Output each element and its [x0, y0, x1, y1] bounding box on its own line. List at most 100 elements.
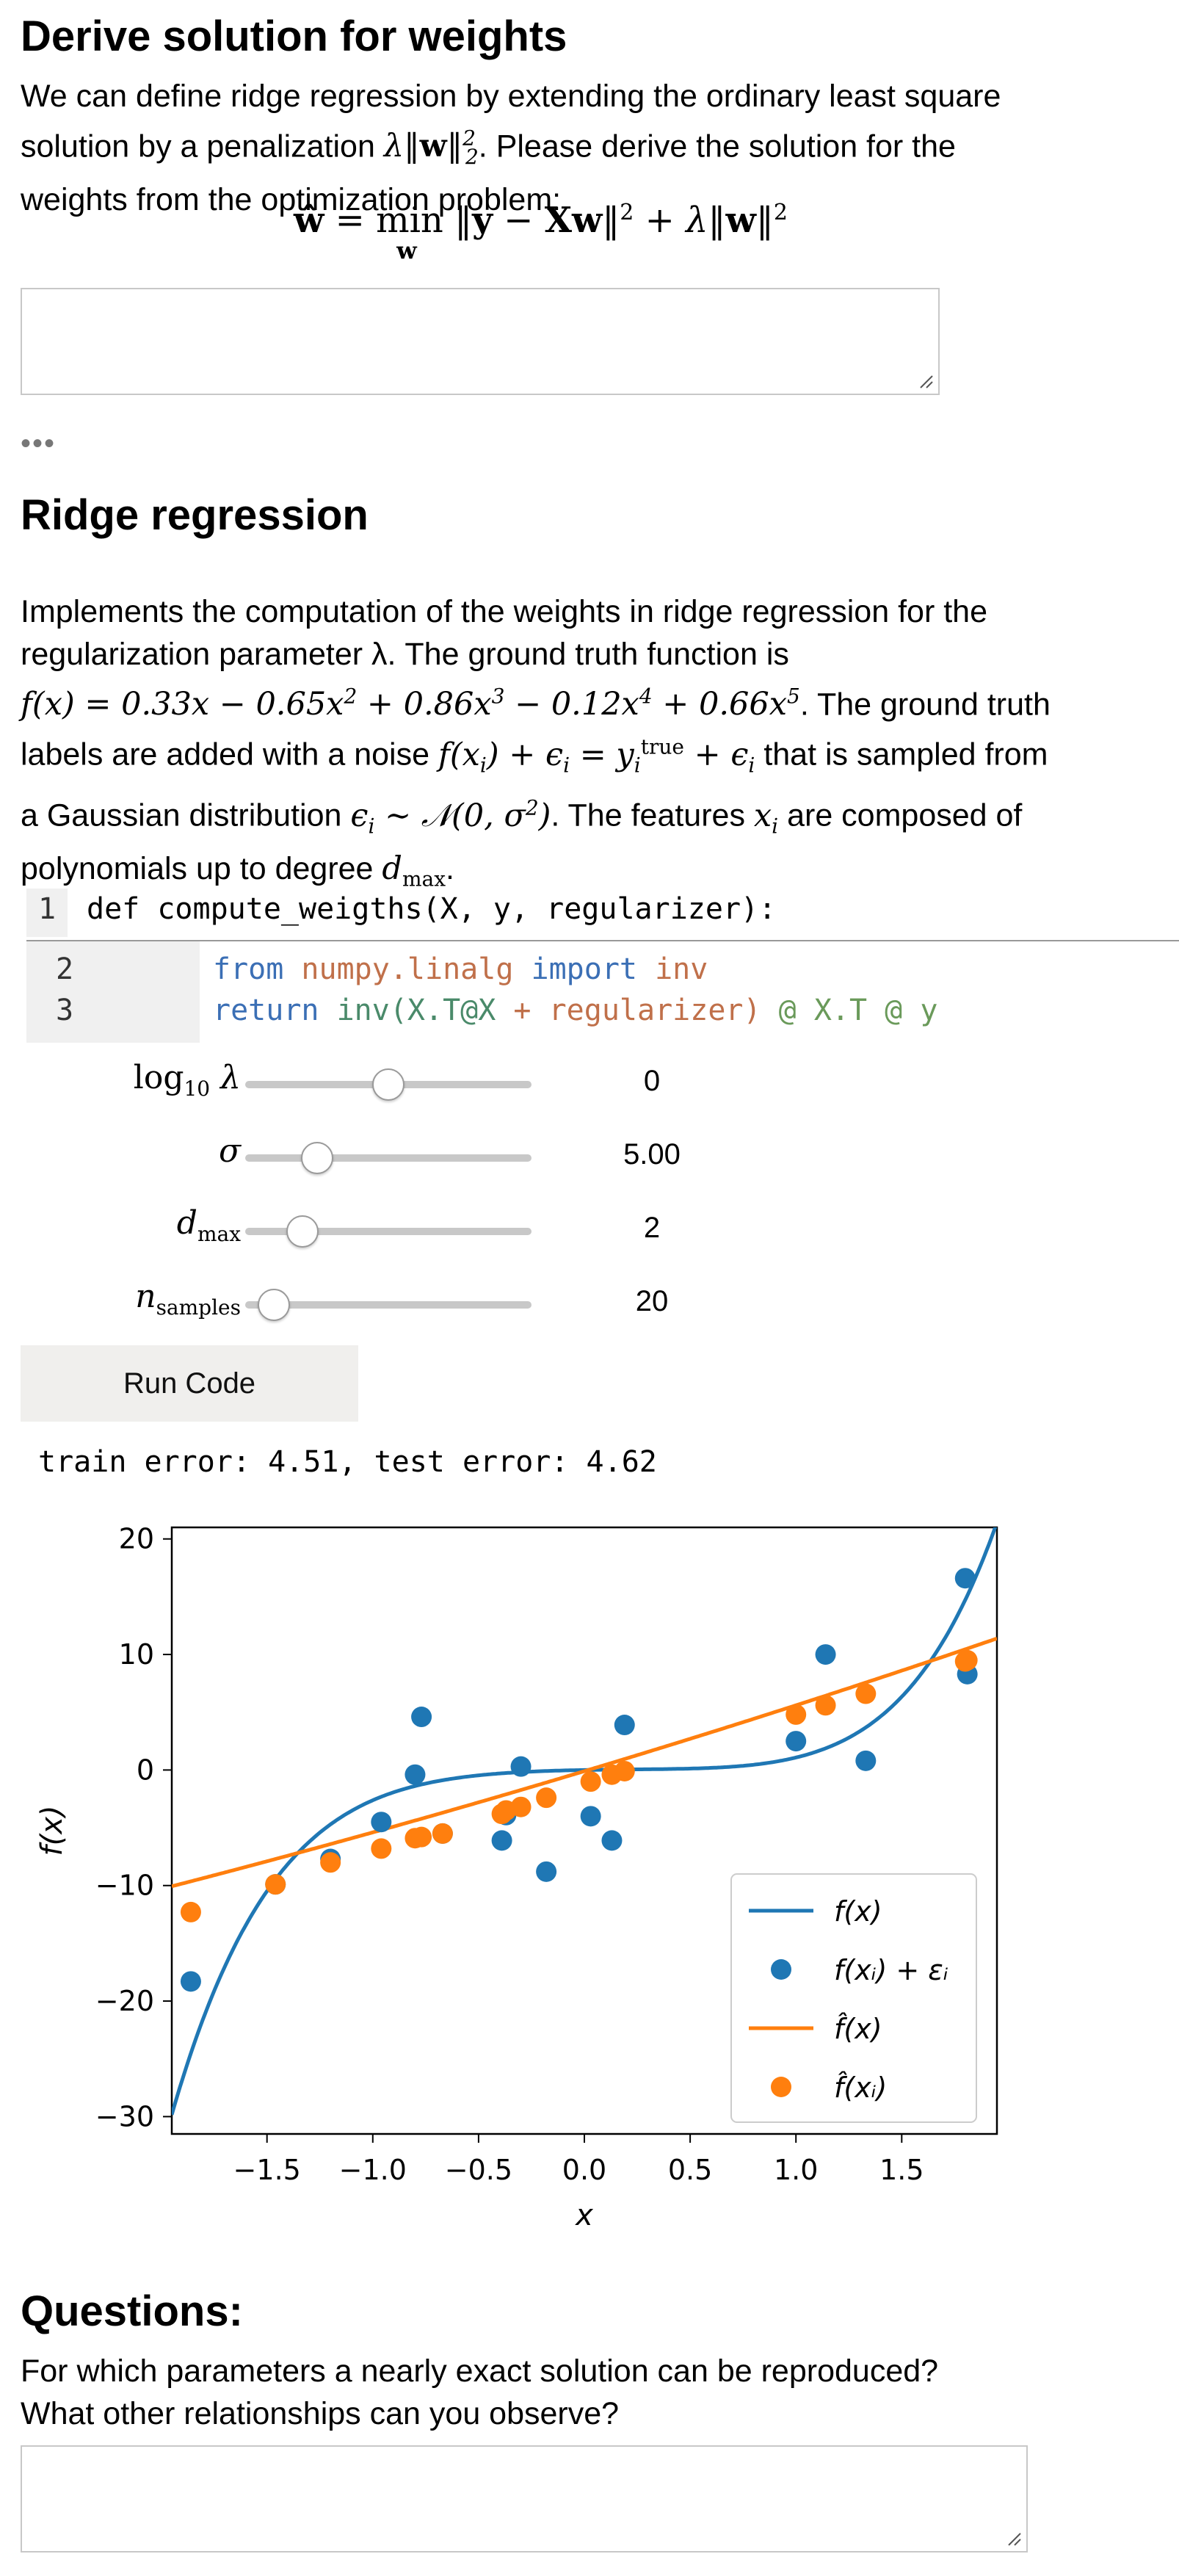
noisy-sample-point — [580, 1806, 601, 1827]
fitted-sample-point — [815, 1695, 836, 1716]
code-line-1[interactable]: def compute_weigths(X, y, regularizer): — [87, 892, 777, 926]
noisy-sample-point — [491, 1830, 512, 1851]
ridge-line-1: Implements the computation of the weight… — [21, 594, 987, 629]
noisy-sample-point — [371, 1812, 392, 1833]
slider-knob-lambda[interactable] — [372, 1068, 405, 1101]
collapsed-cell-ellipsis[interactable]: ••• — [21, 427, 57, 460]
derive-line-2: solution by a penalization λ‖w‖22. Pleas… — [21, 126, 956, 169]
code-header: 1 def compute_weigths(X, y, regularizer)… — [26, 878, 1179, 941]
fitted-sample-point — [614, 1760, 635, 1781]
fitted-sample-point — [180, 1901, 201, 1922]
ridge-paragraph: Implements the computation of the weight… — [21, 590, 1173, 901]
fitted-sample-point — [371, 1838, 392, 1859]
noisy-sample-point — [180, 1971, 201, 1992]
fitted-sample-point — [320, 1852, 341, 1873]
gaussian-formula: ϵi ∼ 𝒩(0, σ2) — [350, 795, 551, 839]
ridge-line-4: labels are added with a noise f(xi) + ϵi… — [21, 734, 1048, 778]
x-tick-label: 0.5 — [668, 2154, 712, 2186]
derive-answer-textarea[interactable] — [21, 288, 940, 395]
ground-truth-formula: f(x) = 0.33x − 0.65x2 + 0.86x3 − 0.12x4 … — [21, 684, 800, 723]
legend-entry-label: f̂(x) — [834, 2013, 882, 2045]
code-line-2[interactable]: from numpy.linalg import inv — [213, 952, 708, 986]
noisy-sample-point — [786, 1731, 807, 1752]
ridge-line-6: polynomials up to degree dmax. — [21, 850, 454, 891]
legend-dot-swatch — [771, 2077, 791, 2097]
fitted-sample-point — [786, 1704, 807, 1725]
slider-track-sigma[interactable] — [245, 1154, 532, 1162]
legend-entry-label: f(x) — [834, 1895, 882, 1928]
regression-plot: −1.5 −1.0 −0.5 0.0 0.5 1.0 1.5 20 10 0 −10 −20 −30 x f… — [35, 1523, 998, 2232]
slider-track-nsamples[interactable] — [245, 1301, 532, 1309]
y-tick-label: −10 — [95, 1870, 154, 1902]
questions-answer-textarea[interactable] — [21, 2445, 1028, 2553]
noisy-sample-point — [815, 1644, 836, 1665]
slider-label-nsamples: nsamples — [135, 1278, 241, 1320]
slider-value-nsamples: 20 — [635, 1285, 669, 1317]
fitted-sample-point — [536, 1787, 557, 1809]
x-tick-label: 1.5 — [879, 2154, 924, 2186]
slider-panel: log10 λ 0 σ 5.00 dmax 2 nsamples 20 — [21, 1043, 755, 1336]
x-tick-label: −1.0 — [339, 2154, 407, 2186]
fitted-curve — [172, 1636, 997, 1889]
x-axis-label: x — [574, 2199, 593, 2232]
slider-knob-dmax[interactable] — [286, 1215, 319, 1248]
y-tick-label: 20 — [119, 1523, 154, 1555]
section-title-ridge: Ridge regression — [21, 491, 369, 539]
ridge-line-5: a Gaussian distribution ϵi ∼ 𝒩(0, σ2). T… — [21, 795, 1023, 839]
feature-symbol: xi — [753, 797, 779, 839]
y-tick-label: −30 — [95, 2100, 154, 2132]
x-tick-label: 1.0 — [774, 2154, 818, 2186]
optimization-equation: ŵ = min w ‖y − Xw‖2 + λ‖w‖2 — [294, 200, 788, 264]
noisy-sample-point — [601, 1830, 623, 1851]
legend-box — [730, 1873, 977, 2123]
noisy-sample-point — [510, 1756, 532, 1777]
line-number-gutter: 2 3 — [26, 941, 200, 1043]
noisy-sample-point — [855, 1750, 877, 1771]
derive-paragraph: We can define ridge regression by extend… — [21, 75, 1166, 221]
slider-value-lambda: 0 — [643, 1065, 661, 1097]
x-tick-label: 0.0 — [562, 2154, 606, 2186]
output-errors: train error: 4.51, test error: 4.62 — [38, 1445, 657, 1479]
run-code-button[interactable]: Run Code — [21, 1345, 358, 1422]
noise-formula: f(xi) + ϵi = yitrue + ϵi — [438, 734, 755, 778]
line-number-1: 1 — [26, 889, 68, 937]
fitted-sample-point — [510, 1796, 532, 1817]
slider-label-dmax: dmax — [176, 1204, 241, 1246]
section-title-derive: Derive solution for weights — [21, 12, 567, 60]
ridge-line-3: f(x) = 0.33x − 0.65x2 + 0.86x3 − 0.12x4 … — [21, 684, 1051, 723]
resize-handle-icon[interactable] — [1004, 2529, 1022, 2547]
line-number-3: 3 — [56, 994, 74, 1027]
fitted-sample-point — [432, 1823, 453, 1844]
slider-track-dmax[interactable] — [245, 1228, 532, 1235]
slider-label-sigma: σ — [218, 1132, 241, 1170]
y-axis-label: f(x) — [35, 1806, 69, 1856]
noisy-sample-point — [614, 1715, 635, 1736]
legend-entry-label: f(xᵢ) + εᵢ — [834, 1954, 948, 1986]
fitted-sample-point — [855, 1683, 877, 1704]
y-tick-label: −20 — [95, 1985, 154, 2017]
question-line-1: For which parameters a nearly exact solu… — [21, 2354, 939, 2389]
fitted-sample-point — [265, 1874, 286, 1895]
dmax-symbol: dmax — [382, 850, 446, 891]
slider-knob-nsamples[interactable] — [258, 1289, 290, 1321]
slider-knob-sigma[interactable] — [300, 1142, 333, 1174]
noisy-sample-point — [954, 1568, 976, 1589]
noisy-sample-point — [536, 1861, 557, 1882]
slider-label-lambda: log10 λ — [133, 1059, 241, 1101]
line-number-2: 2 — [56, 952, 74, 986]
derive-line-1: We can define ridge regression by extend… — [21, 79, 1001, 114]
ridge-line-2: regularization parameter λ. The ground t… — [21, 637, 789, 672]
fitted-sample-point — [411, 1826, 432, 1848]
resize-handle-icon[interactable] — [916, 372, 934, 389]
y-tick-label: 10 — [119, 1638, 154, 1671]
fitted-sample-point — [580, 1771, 601, 1792]
code-line-3[interactable]: return inv(X.T@X + regularizer) @ X.T @ … — [213, 994, 938, 1027]
questions-title: Questions: — [21, 2287, 243, 2335]
x-tick-label: −1.5 — [233, 2154, 301, 2186]
y-tick-label: 0 — [137, 1754, 154, 1786]
question-line-2: What other relationships can you observe… — [21, 2396, 620, 2431]
derive-line-3: weights from the optimization problem: — [21, 181, 562, 217]
fitted-sample-point — [957, 1649, 978, 1671]
x-tick-label: −0.5 — [445, 2154, 512, 2186]
legend-dot-swatch — [771, 1959, 791, 1980]
